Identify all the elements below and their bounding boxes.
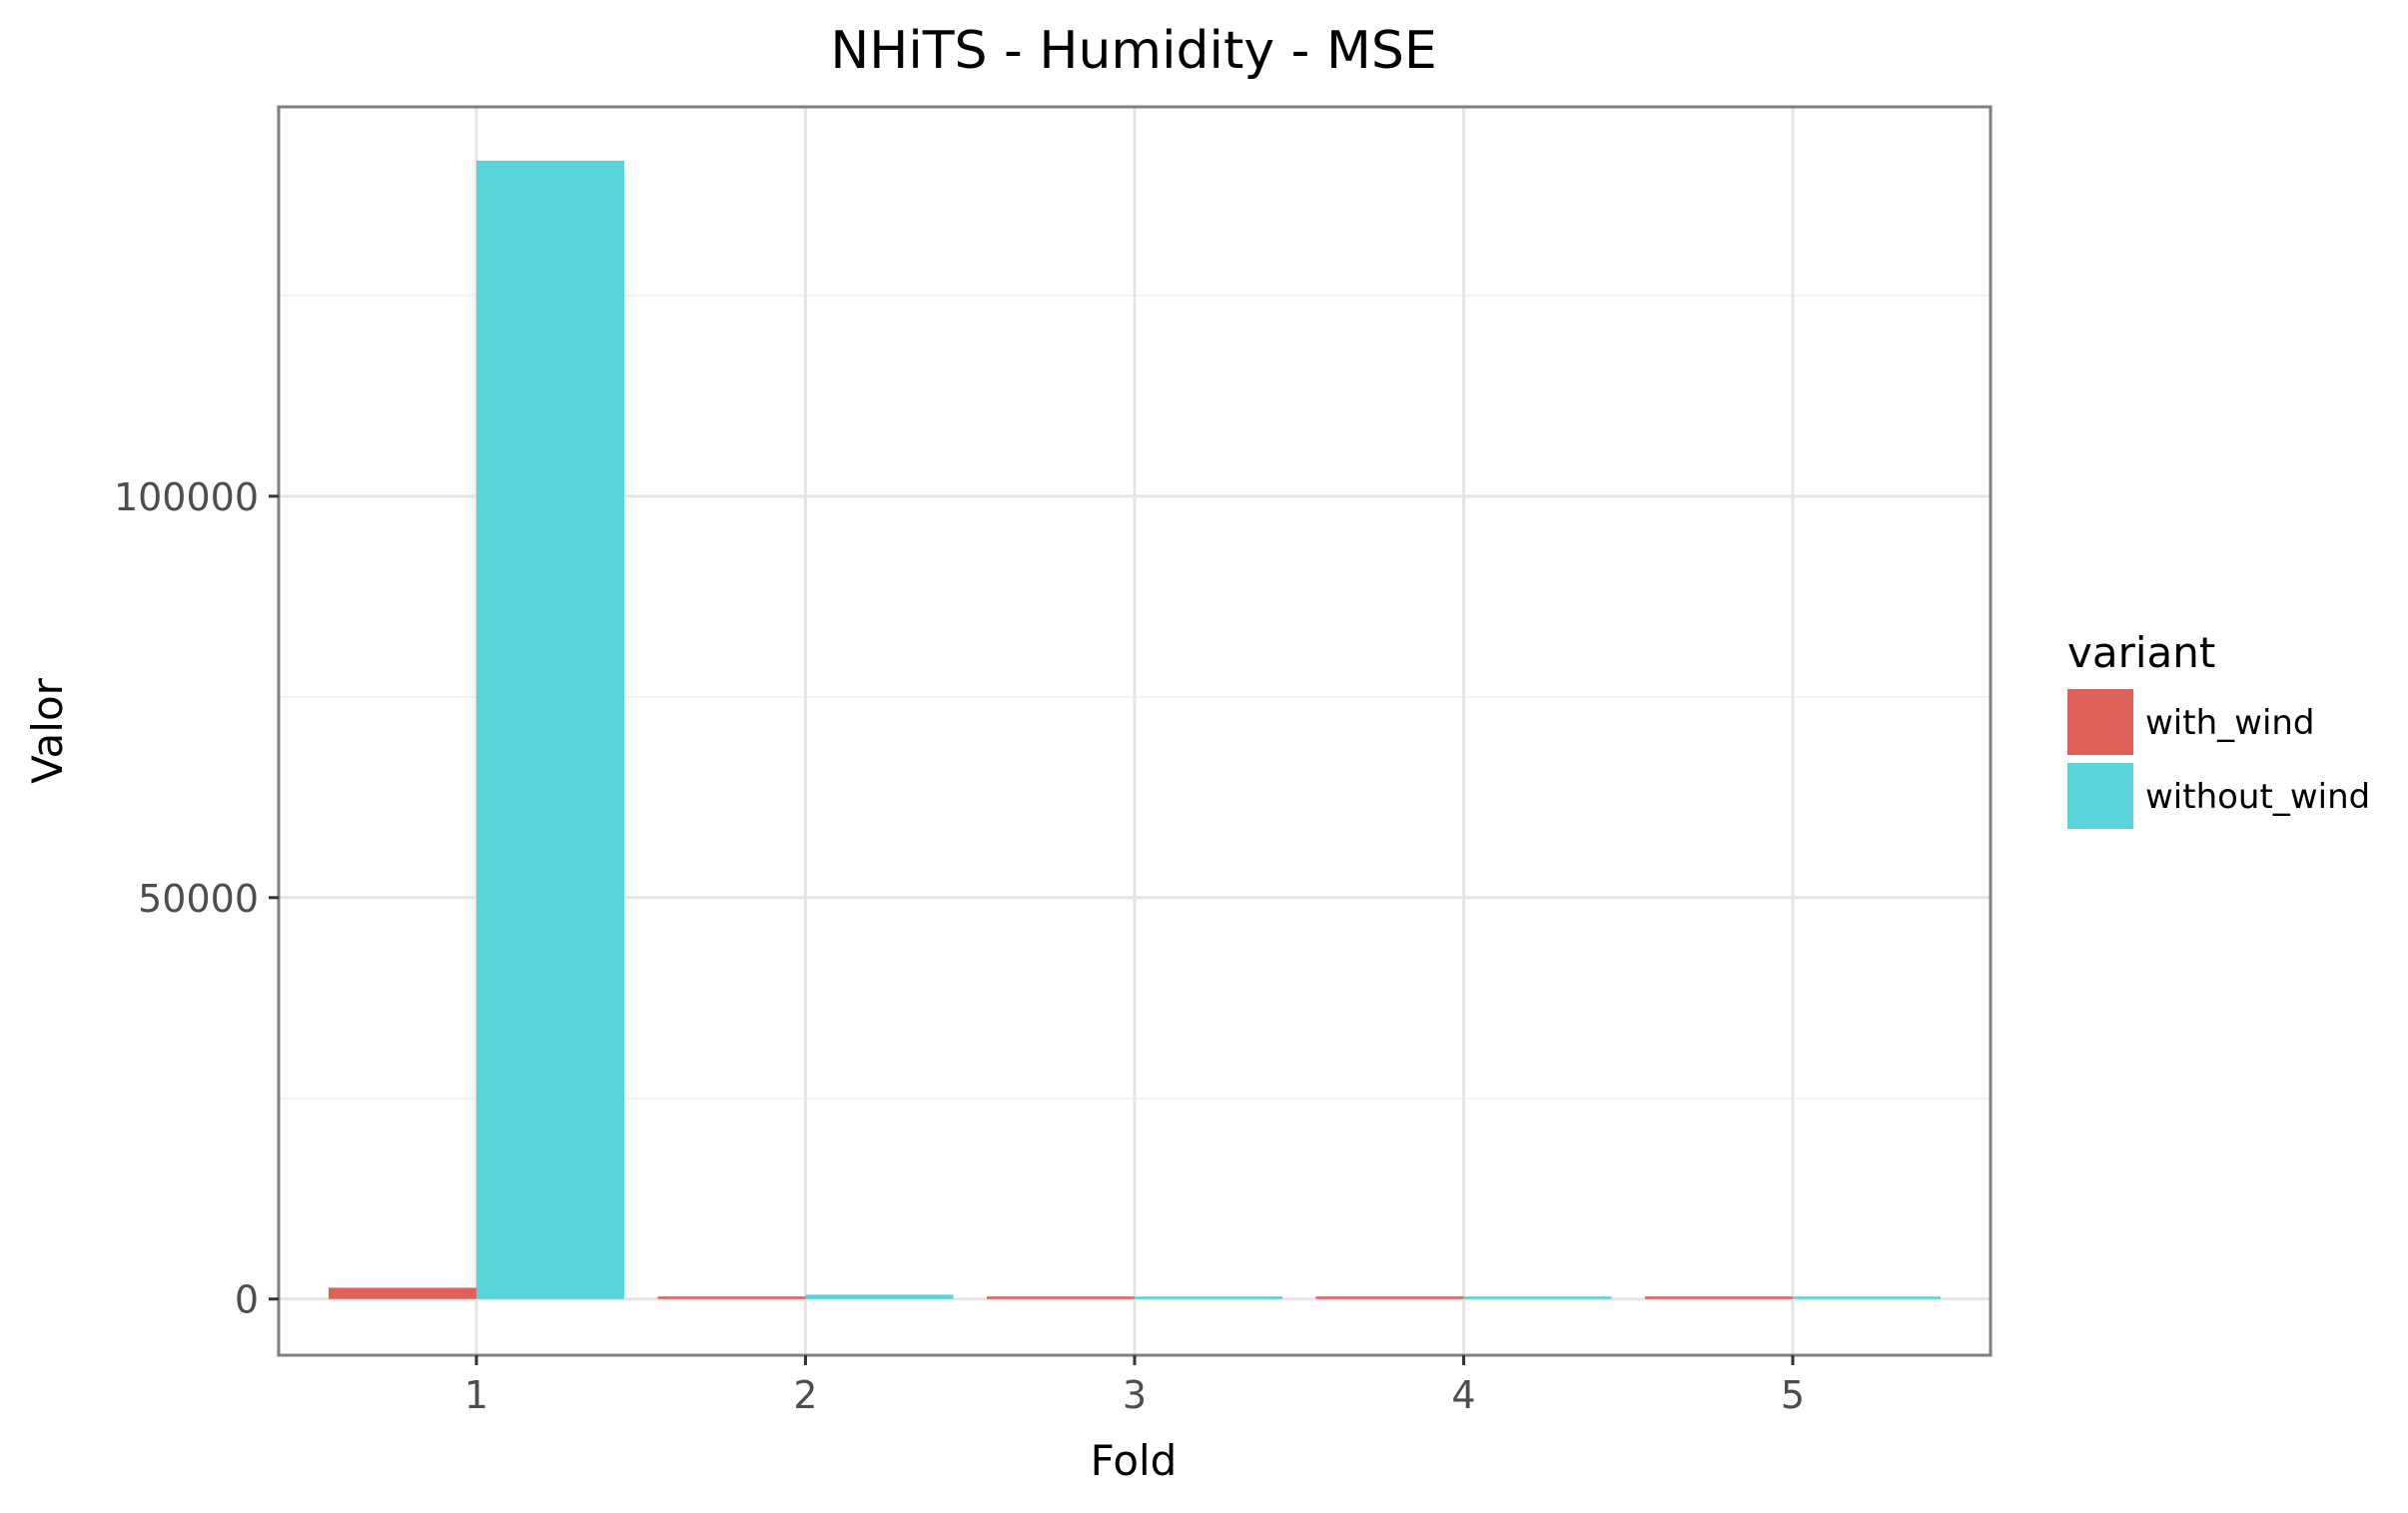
- bar-with-wind-fold-3: [987, 1296, 1135, 1299]
- legend-title: variant: [2067, 628, 2215, 677]
- x-tick-label: 4: [1451, 1373, 1475, 1417]
- legend-swatch: [2067, 689, 2133, 755]
- bar-with-wind-fold-2: [657, 1296, 806, 1299]
- bar-without-wind-fold-4: [1463, 1296, 1612, 1299]
- legend-label: with_wind: [2145, 703, 2315, 743]
- x-tick-label: 3: [1123, 1373, 1147, 1417]
- chart-title: NHiTS - Humidity - MSE: [830, 21, 1436, 81]
- y-tick-label: 0: [235, 1278, 259, 1322]
- plot-area: 0 50000 100000 1 2 3 4 5: [114, 105, 1993, 1417]
- y-tick-label: 50000: [138, 877, 259, 921]
- bar-with-wind-fold-4: [1315, 1296, 1464, 1299]
- y-axis-label: Valor: [23, 677, 72, 784]
- bar-without-wind-fold-1: [476, 160, 624, 1299]
- bar-with-wind-fold-5: [1645, 1296, 1793, 1299]
- legend-swatch: [2067, 763, 2133, 829]
- bar-without-wind-fold-5: [1793, 1296, 1941, 1299]
- x-tick-label: 5: [1781, 1373, 1805, 1417]
- y-tick-label: 100000: [114, 475, 259, 519]
- bar-without-wind-fold-2: [805, 1294, 954, 1299]
- bar-without-wind-fold-3: [1135, 1296, 1282, 1299]
- x-tick-label: 2: [793, 1373, 817, 1417]
- legend-item-without-wind: without_wind: [2067, 763, 2370, 829]
- bar-with-wind-fold-1: [329, 1287, 476, 1299]
- legend-item-with-wind: with_wind: [2067, 689, 2315, 755]
- legend: variant with_wind without_wind: [2067, 628, 2370, 829]
- x-axis-label: Fold: [1091, 1436, 1178, 1485]
- x-tick-label: 1: [464, 1373, 488, 1417]
- legend-label: without_wind: [2145, 777, 2370, 817]
